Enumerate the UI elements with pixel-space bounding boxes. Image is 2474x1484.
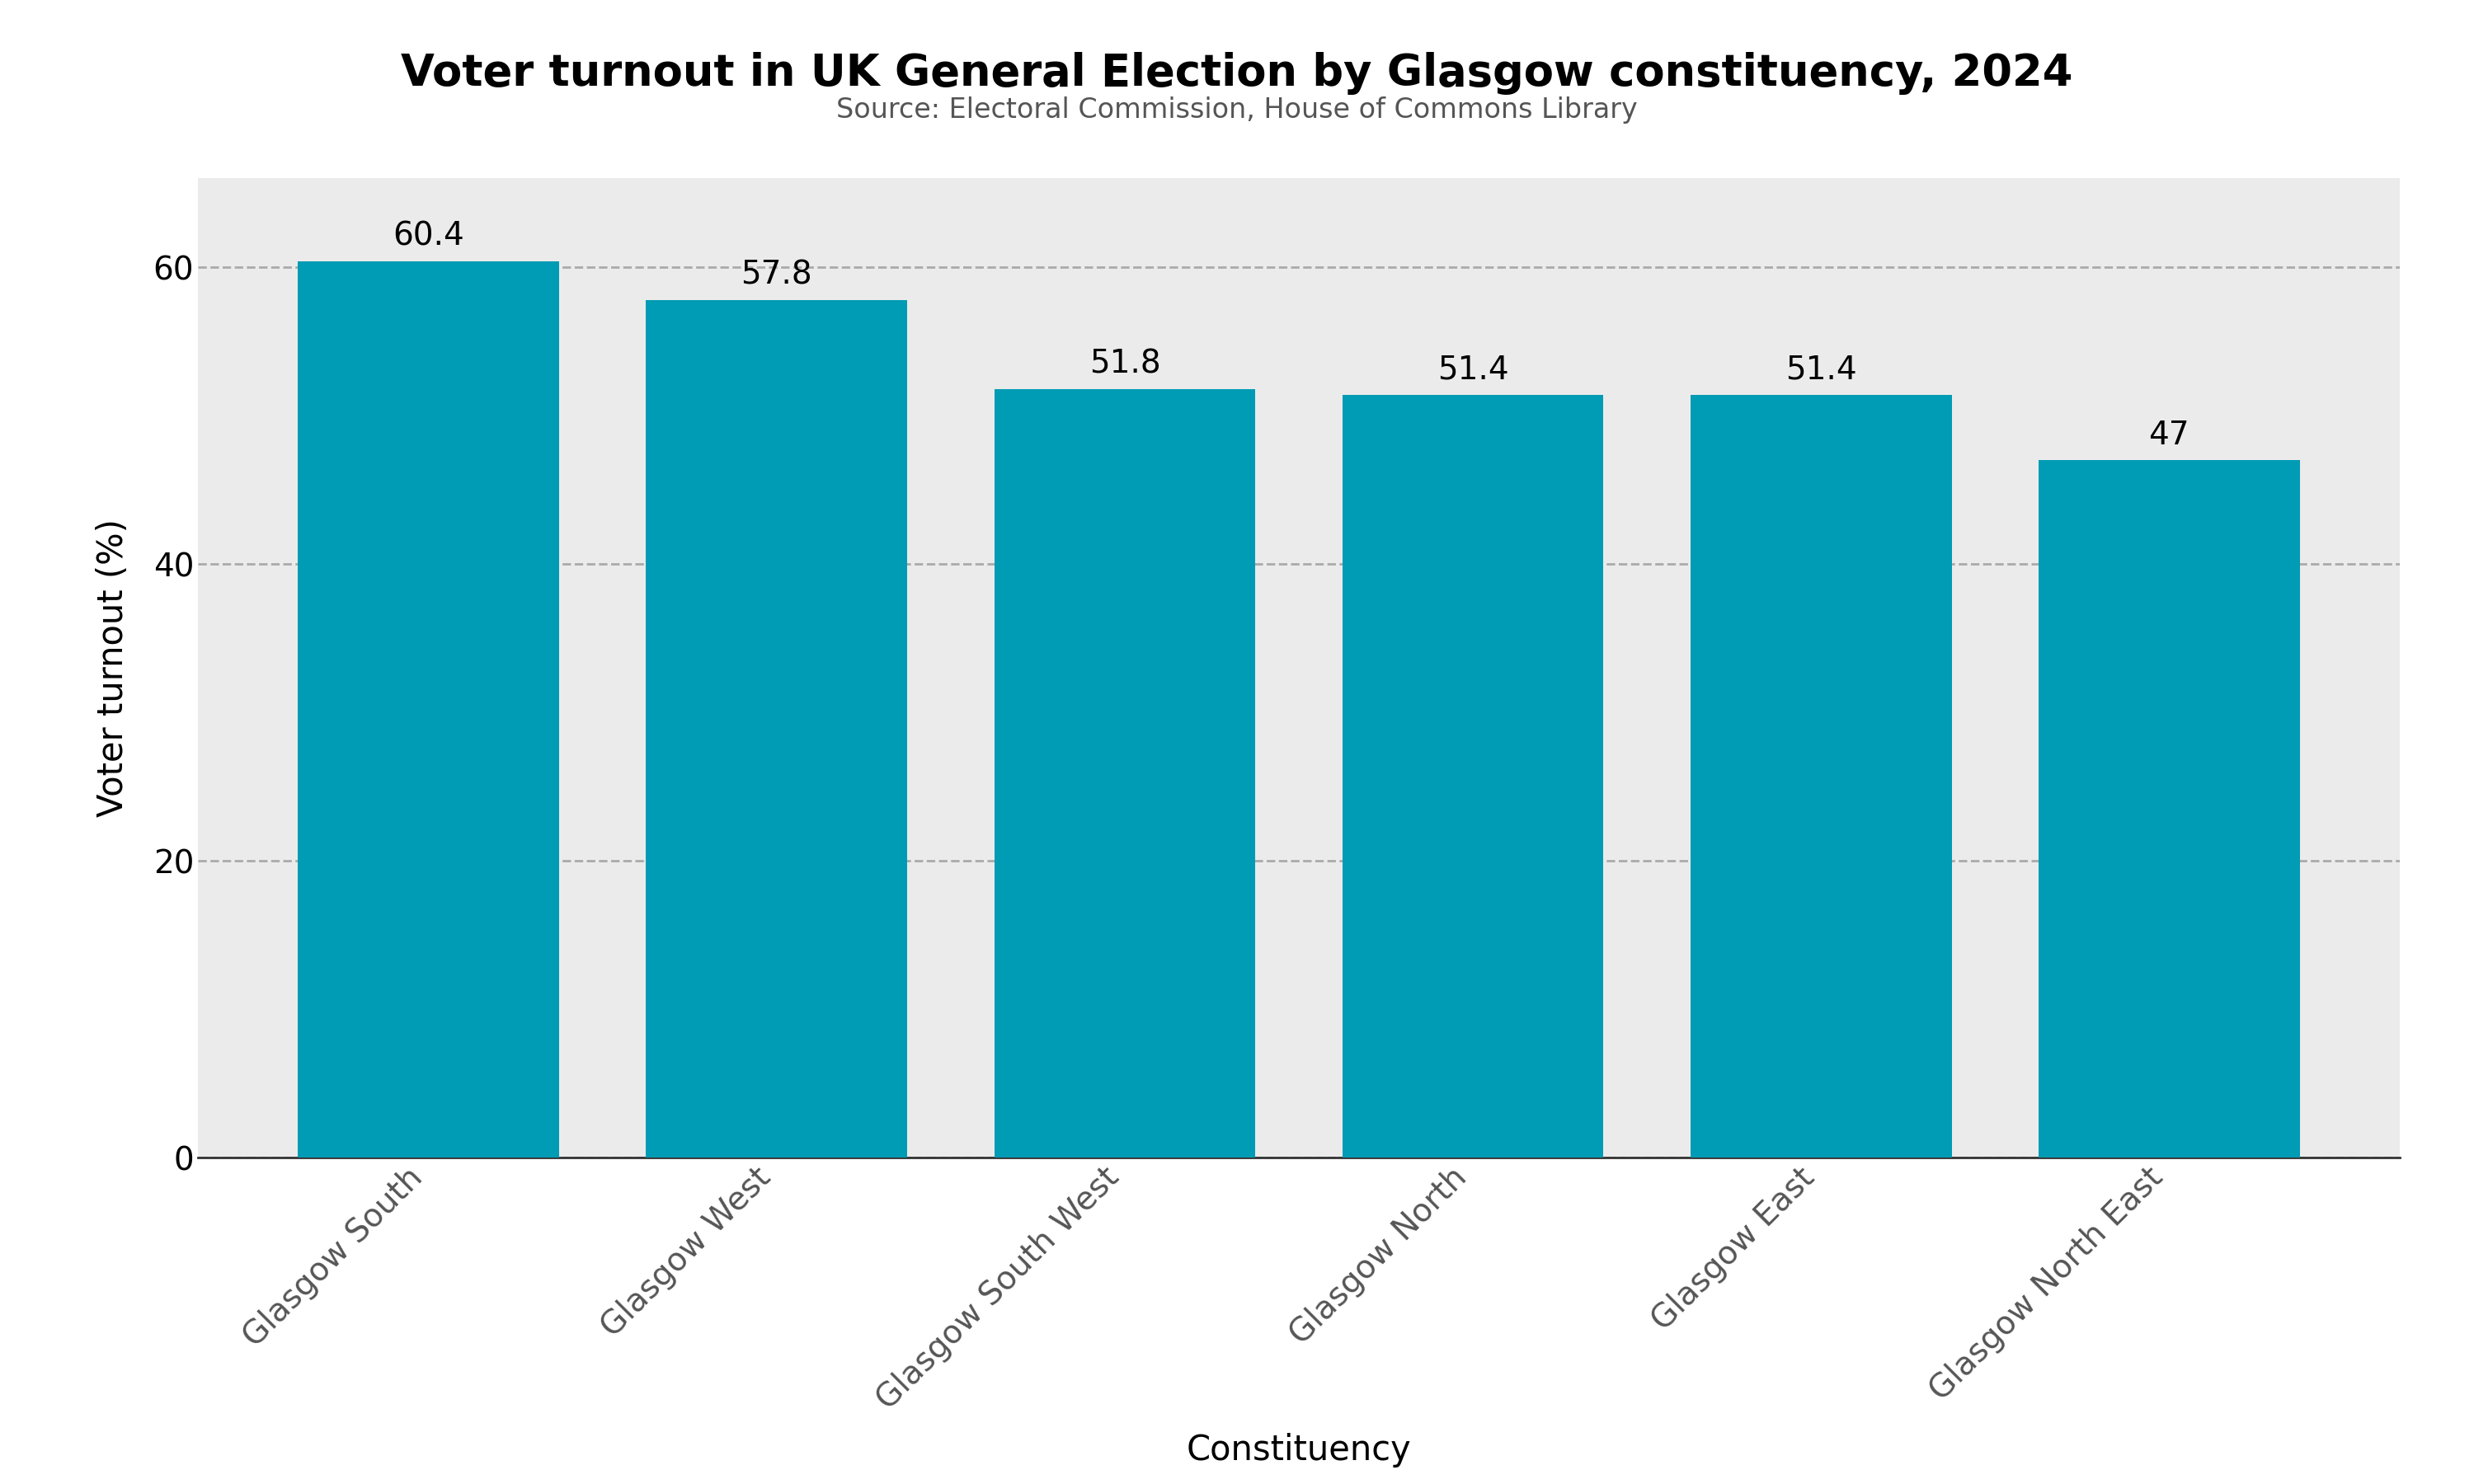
- Bar: [1343, 395, 1603, 1158]
- Y-axis label: Voter turnout (%): Voter turnout (%): [96, 518, 131, 818]
- Bar: [297, 261, 559, 1158]
- Text: 60.4: 60.4: [393, 221, 465, 252]
- Bar: [2039, 460, 2301, 1158]
- Text: 51.4: 51.4: [1437, 355, 1509, 386]
- Bar: [1690, 395, 1952, 1158]
- Text: Voter turnout in UK General Election by Glasgow constituency, 2024: Voter turnout in UK General Election by …: [401, 52, 2073, 95]
- Bar: [646, 300, 908, 1158]
- Text: 57.8: 57.8: [740, 260, 811, 291]
- Text: Source: Electoral Commission, House of Commons Library: Source: Electoral Commission, House of C…: [836, 96, 1638, 123]
- X-axis label: Constituency: Constituency: [1188, 1434, 1410, 1468]
- Bar: [995, 389, 1254, 1158]
- Text: 47: 47: [2150, 420, 2189, 451]
- Text: 51.4: 51.4: [1786, 355, 1858, 386]
- Text: 51.8: 51.8: [1089, 349, 1160, 380]
